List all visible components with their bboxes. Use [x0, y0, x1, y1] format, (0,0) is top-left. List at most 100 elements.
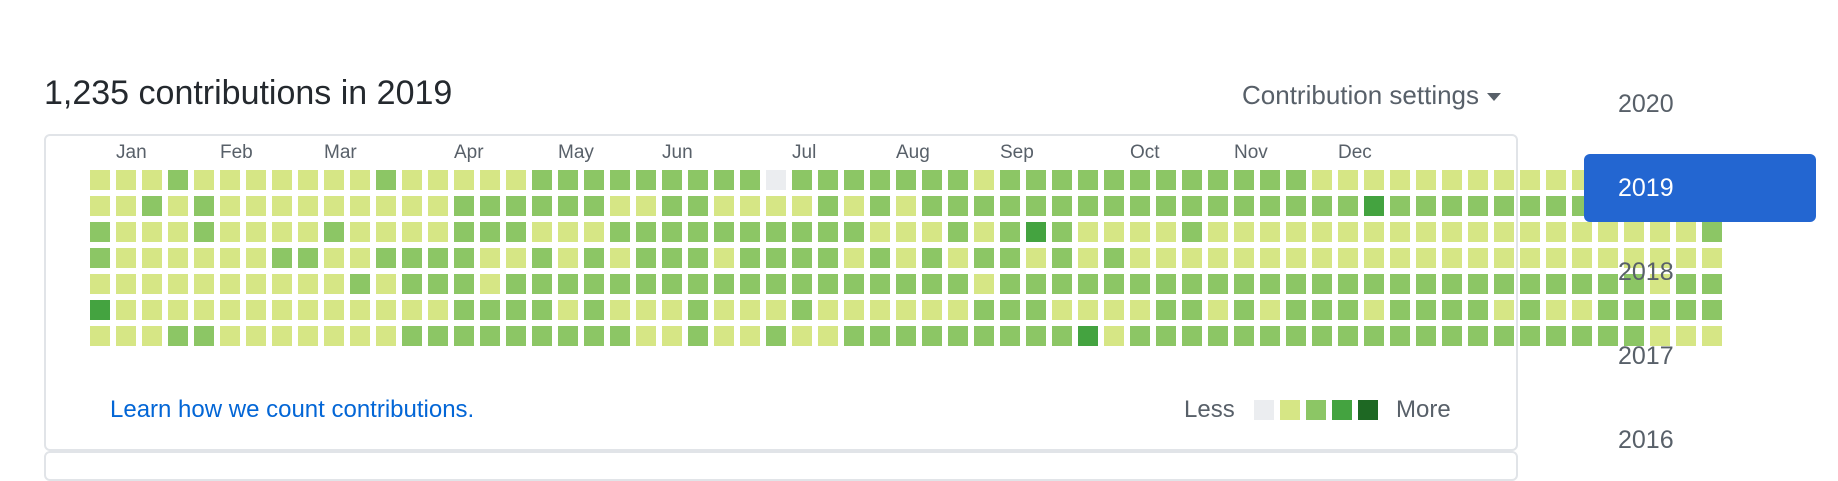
contribution-day-cell[interactable]: [584, 326, 604, 346]
contribution-day-cell[interactable]: [506, 196, 526, 216]
contribution-day-cell[interactable]: [1598, 274, 1618, 294]
contribution-day-cell[interactable]: [1546, 248, 1566, 268]
contribution-day-cell[interactable]: [1494, 222, 1514, 242]
contribution-day-cell[interactable]: [454, 274, 474, 294]
contribution-day-cell[interactable]: [636, 300, 656, 320]
contribution-day-cell[interactable]: [792, 326, 812, 346]
contribution-day-cell[interactable]: [116, 274, 136, 294]
contribution-day-cell[interactable]: [428, 196, 448, 216]
contribution-day-cell[interactable]: [1260, 300, 1280, 320]
contribution-day-cell[interactable]: [1624, 326, 1644, 346]
contribution-day-cell[interactable]: [324, 274, 344, 294]
contribution-day-cell[interactable]: [714, 196, 734, 216]
contribution-day-cell[interactable]: [1156, 248, 1176, 268]
contribution-day-cell[interactable]: [1234, 196, 1254, 216]
contribution-day-cell[interactable]: [662, 196, 682, 216]
contribution-day-cell[interactable]: [1052, 170, 1072, 190]
contribution-day-cell[interactable]: [688, 274, 708, 294]
contribution-day-cell[interactable]: [1052, 222, 1072, 242]
contribution-day-cell[interactable]: [376, 248, 396, 268]
contribution-day-cell[interactable]: [818, 222, 838, 242]
contribution-day-cell[interactable]: [1416, 248, 1436, 268]
contribution-day-cell[interactable]: [896, 300, 916, 320]
contribution-day-cell[interactable]: [948, 222, 968, 242]
contribution-day-cell[interactable]: [1390, 274, 1410, 294]
contribution-day-cell[interactable]: [1234, 248, 1254, 268]
contribution-day-cell[interactable]: [1442, 248, 1462, 268]
contribution-day-cell[interactable]: [402, 170, 422, 190]
contribution-day-cell[interactable]: [1026, 170, 1046, 190]
contribution-day-cell[interactable]: [1364, 170, 1384, 190]
contribution-day-cell[interactable]: [1026, 248, 1046, 268]
contribution-day-cell[interactable]: [740, 300, 760, 320]
contribution-day-cell[interactable]: [1676, 222, 1696, 242]
contribution-day-cell[interactable]: [142, 248, 162, 268]
contribution-day-cell[interactable]: [350, 170, 370, 190]
contribution-day-cell[interactable]: [168, 196, 188, 216]
contribution-day-cell[interactable]: [740, 326, 760, 346]
contribution-day-cell[interactable]: [844, 300, 864, 320]
contribution-day-cell[interactable]: [324, 222, 344, 242]
contribution-day-cell[interactable]: [90, 274, 110, 294]
year-2019[interactable]: 2019: [1584, 154, 1816, 222]
contribution-day-cell[interactable]: [1338, 222, 1358, 242]
contribution-day-cell[interactable]: [1546, 300, 1566, 320]
contribution-day-cell[interactable]: [792, 248, 812, 268]
contribution-day-cell[interactable]: [272, 300, 292, 320]
contribution-day-cell[interactable]: [1208, 196, 1228, 216]
contribution-settings-dropdown[interactable]: Contribution settings: [1242, 80, 1502, 111]
contribution-day-cell[interactable]: [1624, 300, 1644, 320]
contribution-day-cell[interactable]: [714, 300, 734, 320]
contribution-day-cell[interactable]: [194, 248, 214, 268]
contribution-day-cell[interactable]: [1130, 196, 1150, 216]
contribution-day-cell[interactable]: [1572, 248, 1592, 268]
contribution-day-cell[interactable]: [922, 222, 942, 242]
contribution-day-cell[interactable]: [428, 300, 448, 320]
contribution-day-cell[interactable]: [220, 248, 240, 268]
contribution-day-cell[interactable]: [1000, 326, 1020, 346]
contribution-day-cell[interactable]: [844, 248, 864, 268]
contribution-day-cell[interactable]: [1234, 326, 1254, 346]
contribution-day-cell[interactable]: [1104, 196, 1124, 216]
contribution-day-cell[interactable]: [1312, 222, 1332, 242]
contribution-day-cell[interactable]: [1598, 222, 1618, 242]
contribution-day-cell[interactable]: [1494, 326, 1514, 346]
contribution-day-cell[interactable]: [480, 300, 500, 320]
contribution-day-cell[interactable]: [896, 196, 916, 216]
contribution-day-cell[interactable]: [1338, 170, 1358, 190]
contribution-day-cell[interactable]: [168, 326, 188, 346]
contribution-day-cell[interactable]: [636, 274, 656, 294]
contribution-day-cell[interactable]: [636, 196, 656, 216]
contribution-day-cell[interactable]: [1650, 222, 1670, 242]
contribution-day-cell[interactable]: [90, 170, 110, 190]
contribution-day-cell[interactable]: [1182, 326, 1202, 346]
contribution-day-cell[interactable]: [558, 196, 578, 216]
contribution-day-cell[interactable]: [116, 170, 136, 190]
contribution-day-cell[interactable]: [1104, 222, 1124, 242]
contribution-day-cell[interactable]: [220, 300, 240, 320]
contribution-day-cell[interactable]: [636, 222, 656, 242]
contribution-day-cell[interactable]: [246, 170, 266, 190]
contribution-day-cell[interactable]: [766, 274, 786, 294]
contribution-day-cell[interactable]: [948, 300, 968, 320]
contribution-day-cell[interactable]: [1520, 196, 1540, 216]
contribution-day-cell[interactable]: [1156, 274, 1176, 294]
contribution-day-cell[interactable]: [818, 300, 838, 320]
contribution-day-cell[interactable]: [480, 326, 500, 346]
contribution-day-cell[interactable]: [714, 248, 734, 268]
contribution-day-cell[interactable]: [532, 196, 552, 216]
contribution-day-cell[interactable]: [1000, 170, 1020, 190]
contribution-day-cell[interactable]: [168, 170, 188, 190]
contribution-day-cell[interactable]: [402, 274, 422, 294]
contribution-day-cell[interactable]: [792, 196, 812, 216]
contribution-day-cell[interactable]: [376, 300, 396, 320]
contribution-day-cell[interactable]: [974, 170, 994, 190]
contribution-day-cell[interactable]: [1520, 326, 1540, 346]
contribution-day-cell[interactable]: [1026, 326, 1046, 346]
contribution-day-cell[interactable]: [1130, 300, 1150, 320]
contribution-day-cell[interactable]: [818, 170, 838, 190]
contribution-day-cell[interactable]: [1364, 326, 1384, 346]
contribution-day-cell[interactable]: [454, 300, 474, 320]
contribution-day-cell[interactable]: [1234, 170, 1254, 190]
contribution-day-cell[interactable]: [688, 196, 708, 216]
